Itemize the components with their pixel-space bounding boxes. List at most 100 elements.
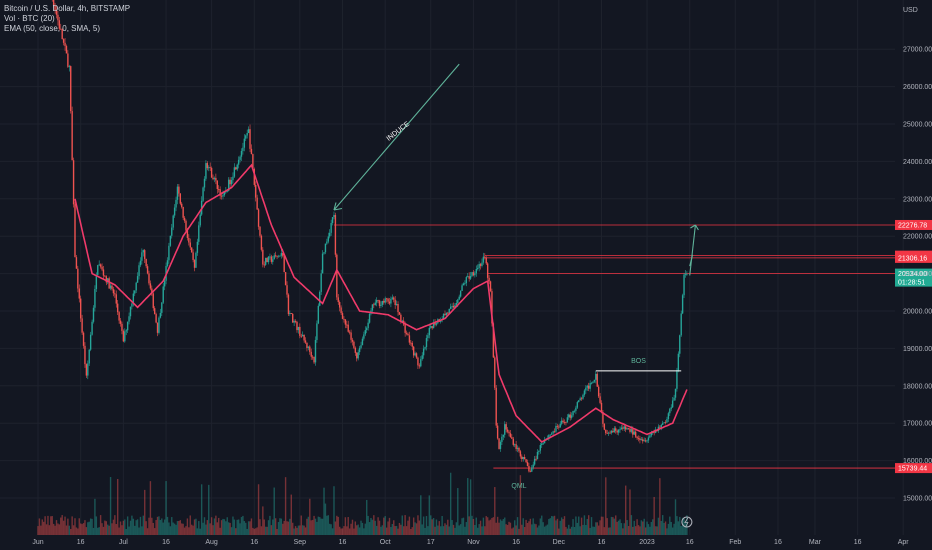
volume-bar — [299, 525, 301, 535]
legend-ema[interactable]: EMA (50, close, 0, SMA, 5) — [4, 24, 101, 33]
volume-bar — [664, 521, 667, 535]
candle-body — [316, 323, 318, 340]
volume-bar — [430, 515, 432, 535]
candle-body — [262, 249, 264, 265]
volume-bar — [622, 528, 624, 535]
chart-legend: Bitcoin / U.S. Dollar, 4h, BITSTAMP Vol … — [4, 4, 130, 34]
volume-bar — [301, 525, 304, 535]
candle-body — [182, 206, 184, 218]
price-tick-label: 19000.00 — [903, 346, 932, 353]
lightning-icon — [681, 516, 693, 528]
time-axis[interactable]: Jun 16 Jul 16 Aug 16 Sep 16 Oct 17 Nov 16 Dec 16 2023 1… — [32, 539, 909, 546]
volume-bar — [640, 520, 643, 535]
volume-bar — [311, 519, 314, 535]
candle-body — [421, 355, 423, 360]
volume-bar — [111, 523, 113, 535]
candle-body — [451, 305, 453, 307]
candle-body — [559, 423, 561, 428]
candle-body — [97, 265, 99, 275]
candle-body — [563, 422, 566, 423]
volume-bar — [560, 517, 563, 535]
volume-bar — [630, 515, 633, 535]
price-axis[interactable]: 15000.00 16000.00 17000.00 18000.00 19000.00… — [903, 47, 932, 503]
candle-body — [227, 179, 230, 191]
candle-body — [468, 276, 470, 279]
volume-bar — [186, 518, 189, 535]
volume-bar — [461, 518, 463, 535]
candle-body — [384, 298, 386, 303]
candle-body — [155, 314, 157, 323]
candle-body — [575, 407, 577, 411]
candle-body — [195, 252, 197, 268]
volume-bar — [307, 516, 310, 535]
candle-body — [375, 300, 378, 303]
volume-bar — [52, 523, 55, 535]
volume-bar — [477, 527, 479, 535]
volume-bar — [391, 524, 394, 535]
candle-body — [522, 456, 524, 460]
candle-body — [299, 326, 301, 336]
volume-bar — [624, 485, 627, 535]
volume-bar — [442, 526, 445, 535]
horizontal-levels[interactable]: 22276.7821471.5421306.1620934.0001:28:51… — [333, 219, 932, 474]
volume-bar — [48, 525, 51, 535]
volume-bar — [451, 520, 453, 535]
candle-body — [171, 227, 173, 236]
candle-body — [236, 164, 238, 170]
volume-bar — [330, 524, 332, 535]
candle-body — [85, 364, 88, 376]
volume-bar — [511, 528, 513, 535]
volume-bar — [502, 519, 505, 535]
volume-bar — [304, 527, 307, 535]
legend-volume[interactable]: Vol · BTC (20) — [4, 14, 55, 23]
volume-bar — [532, 518, 534, 535]
volume-bar — [84, 520, 86, 535]
volume-bar — [158, 516, 160, 535]
volume-bar — [562, 519, 564, 535]
volume-bar — [64, 516, 66, 535]
volume-bar — [616, 521, 618, 535]
volume-bar — [455, 522, 458, 535]
candle-body — [192, 252, 194, 260]
volume-bar — [131, 515, 133, 535]
price-tick-label: 21000.00 — [903, 271, 932, 278]
volume-bar — [89, 518, 92, 535]
candle-body — [95, 274, 98, 289]
candle-body — [151, 288, 153, 294]
candle-body — [149, 283, 152, 289]
candle-body — [428, 327, 431, 336]
candle-body — [435, 323, 438, 325]
candle-body — [407, 333, 409, 336]
volume-bar — [501, 520, 503, 535]
volume-bar — [181, 523, 183, 535]
volume-bar — [37, 526, 39, 535]
volume-bar — [236, 519, 238, 535]
candle-body — [430, 326, 432, 328]
candle-body — [582, 394, 584, 399]
candle-body — [580, 398, 583, 400]
candle-body — [163, 280, 166, 287]
candle-body — [146, 266, 149, 274]
candle-body — [555, 425, 557, 432]
candle-body — [141, 252, 143, 261]
time-tick-label: Sep — [294, 539, 307, 546]
candle-body — [536, 451, 539, 460]
volume-bar — [74, 518, 76, 535]
volume-bar — [188, 527, 190, 535]
candle-body — [284, 272, 287, 286]
candle-body — [267, 256, 270, 263]
volume-bar — [585, 525, 587, 535]
candle-body — [81, 318, 83, 333]
candle-body — [418, 365, 421, 367]
legend-symbol[interactable]: Bitcoin / U.S. Dollar, 4h, BITSTAMP — [4, 4, 131, 13]
candle-body — [239, 156, 241, 160]
candle-body — [222, 195, 224, 197]
candle-body — [568, 414, 570, 418]
volume-bar — [297, 525, 300, 535]
candle-body — [659, 426, 661, 428]
candle-body — [270, 256, 273, 262]
candle-body — [245, 135, 247, 139]
time-tick-label: Jun — [32, 539, 43, 546]
volume-bar — [555, 520, 557, 535]
